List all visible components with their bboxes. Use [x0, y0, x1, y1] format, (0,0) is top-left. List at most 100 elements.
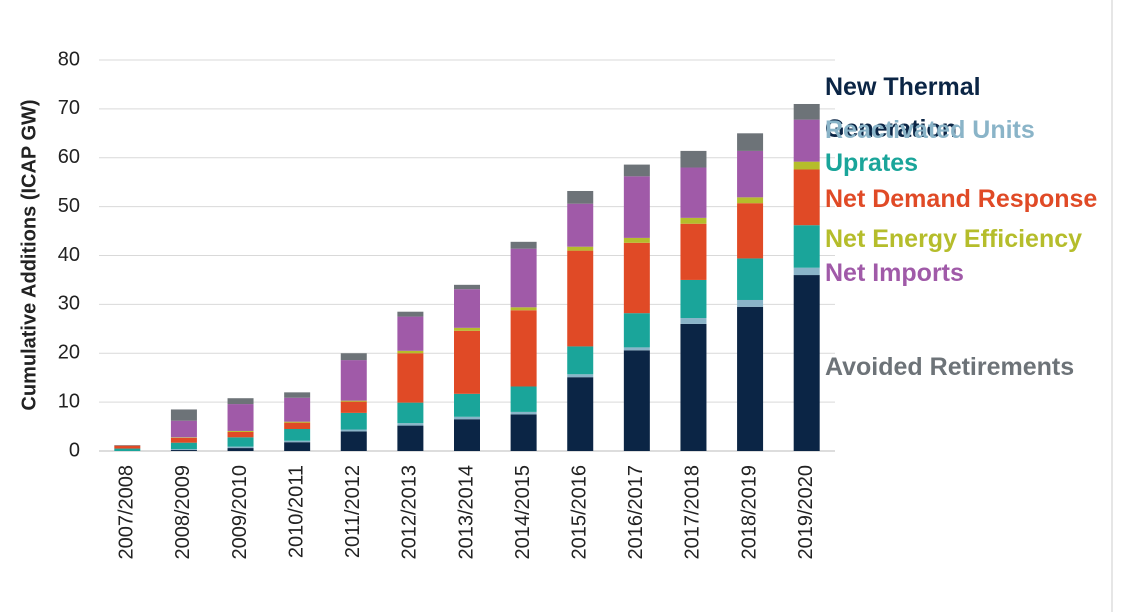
bar-segment	[454, 284, 480, 290]
x-tick-label: 2015/2016	[569, 465, 591, 560]
bar-segment	[170, 437, 197, 443]
legend-label: New Thermal Generation	[825, 73, 981, 143]
x-tick-label: 2018/2019	[738, 465, 760, 560]
y-tick-label: 70	[58, 97, 80, 119]
bar-segment	[680, 279, 707, 319]
y-tick-label: 0	[69, 439, 80, 461]
x-tick-label: 2010/2011	[285, 465, 307, 558]
bar-segment	[284, 440, 311, 443]
x-tick-label: 2013/2014	[455, 465, 477, 560]
bar-segment	[737, 203, 764, 259]
bar-segment	[454, 393, 480, 417]
bar-segment	[510, 307, 537, 311]
bar-segment	[567, 377, 594, 451]
bar-segment	[510, 310, 537, 387]
bar-segment	[340, 401, 367, 413]
bar-segment	[397, 350, 424, 354]
bar-segment	[454, 416, 480, 420]
x-tick-label: 2012/2013	[399, 465, 421, 560]
y-tick-label: 10	[58, 390, 80, 412]
bar-segment	[680, 167, 707, 218]
x-tick-label: 2014/2015	[512, 465, 534, 560]
bar-segment	[114, 445, 141, 449]
bar-segment	[340, 429, 367, 432]
bar-segment	[623, 176, 650, 238]
bar-segment	[793, 275, 820, 451]
bar-segment	[567, 246, 594, 251]
bar-segment	[397, 316, 424, 351]
bar-segment	[510, 241, 537, 249]
bar-segment	[227, 448, 254, 451]
legend-label: Net Demand Response	[825, 185, 1098, 213]
bar-segment	[793, 161, 820, 170]
bar-segment	[397, 425, 424, 451]
bar-segment	[680, 150, 707, 168]
bar-segment	[340, 360, 367, 401]
bar-segment	[227, 446, 254, 449]
bar-segment	[623, 313, 650, 348]
bar-segment	[340, 412, 367, 430]
bar-segment	[793, 119, 820, 162]
bar-segment	[737, 150, 764, 198]
bar-segment	[170, 409, 197, 421]
bar-segment	[510, 411, 537, 415]
bar-segment	[397, 402, 424, 424]
bar-segment	[793, 225, 820, 268]
bar-segment	[623, 347, 650, 351]
bar-segment	[397, 423, 424, 426]
bar-segment	[737, 258, 764, 300]
legend-label: Avoided Retirements	[825, 353, 1075, 381]
y-tick-label: 40	[58, 244, 80, 266]
bar-segment	[510, 386, 537, 412]
bar-segment	[454, 330, 480, 394]
bar-segment	[623, 242, 650, 314]
bar-segment	[397, 353, 424, 403]
x-tick-label: 2007/2008	[116, 465, 138, 560]
bar-segment	[737, 306, 764, 451]
x-tick-label: 2019/2020	[795, 465, 817, 560]
bar-segment	[227, 398, 254, 405]
bar-segment	[170, 442, 197, 450]
x-tick-label: 2008/2009	[172, 465, 194, 560]
bar-segment	[284, 422, 311, 430]
bar-segment	[284, 442, 311, 451]
y-tick-label: 80	[58, 48, 80, 70]
bar-segment	[567, 190, 594, 204]
bar-segment	[793, 267, 820, 276]
bar-segment	[454, 419, 480, 451]
bar-segment	[227, 431, 254, 438]
bar-segment	[567, 374, 594, 378]
bar-segment	[284, 421, 311, 423]
bar-segment	[170, 449, 197, 451]
y-tick-label: 60	[58, 146, 80, 168]
bar-segment	[397, 311, 424, 317]
bar-segment	[284, 392, 311, 398]
bar-segment	[340, 431, 367, 451]
bar-segment	[227, 437, 254, 447]
bar-segment	[737, 133, 764, 151]
y-tick-label: 20	[58, 342, 80, 364]
x-tick-label: 2017/2018	[682, 465, 704, 560]
y-axis-label: Cumulative Additions (ICAP GW)	[18, 99, 40, 410]
bar-segment	[510, 414, 537, 451]
bar-segment	[170, 450, 197, 451]
bar-segment	[340, 400, 367, 402]
bar-segment	[793, 103, 820, 120]
bar-segment	[510, 248, 537, 308]
bar-segment	[737, 299, 764, 307]
y-tick-label: 30	[58, 293, 80, 315]
bar-segment	[114, 448, 141, 451]
bar-segment	[623, 350, 650, 451]
legend-label: Reactivated Units	[825, 116, 1035, 144]
bar-segment	[284, 429, 311, 441]
bar-segment	[567, 203, 594, 247]
bar-segment	[680, 323, 707, 451]
legend-label: Net Imports	[825, 259, 964, 287]
bar-segment	[680, 318, 707, 324]
x-tick-label: 2016/2017	[625, 465, 647, 560]
bar-segment	[623, 237, 650, 243]
bar-segment	[227, 430, 254, 432]
bar-segment	[454, 289, 480, 328]
